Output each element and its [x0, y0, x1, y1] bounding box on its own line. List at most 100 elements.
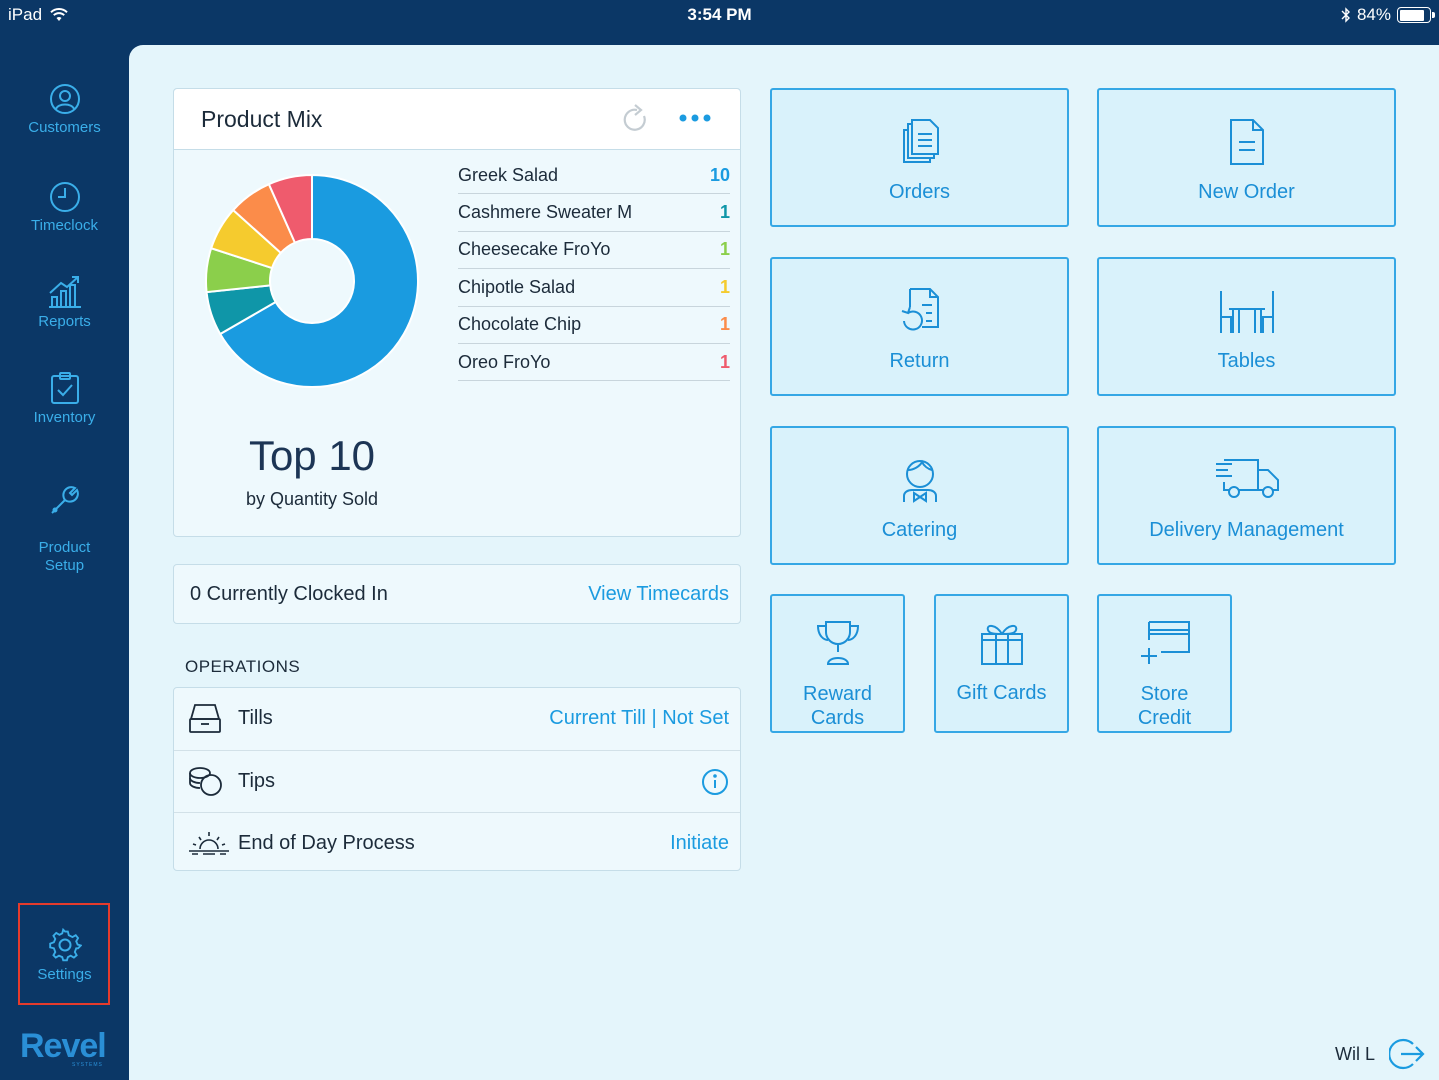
- refresh-icon[interactable]: [621, 104, 649, 134]
- product-mix-title: Product Mix: [201, 106, 323, 132]
- device-label: iPad: [8, 5, 43, 24]
- wrench-icon: [50, 486, 79, 514]
- product-mix-donut-chart: [205, 173, 419, 388]
- new-order-tile[interactable]: New Order: [1097, 88, 1396, 227]
- return-label: Return: [889, 350, 950, 372]
- logout-icon[interactable]: [1389, 1036, 1425, 1072]
- sidebar-item-timeclock[interactable]: Timeclock: [0, 181, 129, 235]
- battery-icon: [1397, 7, 1435, 23]
- return-tile[interactable]: Return: [770, 257, 1069, 396]
- new-order-icon: [1229, 119, 1264, 165]
- reward-cards-tile[interactable]: Reward Cards: [770, 594, 905, 733]
- ops-eod-label: End of Day Process: [238, 832, 415, 854]
- status-time: 3:54 PM: [687, 5, 752, 24]
- item-qty: 1: [719, 202, 730, 223]
- catering-label: Catering: [881, 519, 958, 541]
- bluetooth-icon: [1341, 7, 1350, 23]
- orders-tile[interactable]: Orders: [770, 88, 1069, 227]
- ops-row-tips[interactable]: Tips: [174, 750, 740, 812]
- current-till-link[interactable]: Current Till | Not Set: [549, 707, 729, 729]
- top10-headline: Top 10: [248, 432, 376, 479]
- item-qty: 1: [719, 351, 730, 372]
- sidebar-item-product-setup[interactable]: Product Setup: [0, 465, 129, 575]
- ops-tips-label: Tips: [238, 770, 276, 792]
- tables-label: Tables: [1217, 350, 1276, 372]
- operations-card: Tills Current Till | Not Set Tips: [173, 687, 741, 871]
- gift-icon: [980, 624, 1023, 665]
- list-item[interactable]: Greek Salad 10: [458, 157, 730, 195]
- list-item[interactable]: Chipotle Salad 1: [458, 269, 730, 307]
- item-name: Oreo FroYo: [458, 351, 551, 372]
- store-credit-tile[interactable]: Store Credit: [1097, 594, 1232, 733]
- sidebar-item-label: Product Setup: [38, 539, 91, 574]
- item-name: Cashmere Sweater M: [458, 202, 633, 223]
- sidebar-item-label: Settings: [37, 966, 92, 983]
- ops-row-tills[interactable]: Tills Current Till | Not Set: [174, 688, 740, 750]
- sunset-icon: [189, 832, 229, 855]
- list-item[interactable]: Chocolate Chip 1: [458, 307, 730, 344]
- ops-tills-label: Tills: [238, 707, 273, 729]
- reward-cards-label-line1: Reward: [803, 683, 872, 705]
- new-order-label: New Order: [1198, 181, 1295, 203]
- ops-row-end-of-day[interactable]: End of Day Process Initiate: [174, 812, 740, 874]
- return-icon: [901, 288, 939, 331]
- battery-fill: [1399, 9, 1424, 21]
- trophy-icon: [816, 621, 859, 665]
- main-panel: Product Mix Top 10 by Quantity Sold Gree…: [129, 45, 1439, 1080]
- sidebar-item-label: Reports: [38, 313, 91, 330]
- catering-tile[interactable]: Catering: [770, 426, 1069, 565]
- item-qty: 10: [709, 164, 730, 185]
- operations-title: OPERATIONS: [185, 657, 301, 676]
- orders-label: Orders: [888, 181, 951, 203]
- reward-cards-label-line2: Cards: [810, 707, 865, 729]
- bar-chart-icon: [48, 276, 81, 308]
- sidebar-item-label: Inventory: [33, 409, 96, 426]
- list-item[interactable]: Cheesecake FroYo 1: [458, 232, 730, 270]
- item-name: Chipotle Salad: [458, 276, 576, 297]
- orders-icon: [902, 119, 939, 163]
- reward-cards-label: Reward Cards: [772, 682, 903, 730]
- user-circle-icon: [49, 84, 80, 114]
- sidebar-item-label: Timeclock: [31, 217, 98, 234]
- initiate-link[interactable]: Initiate: [670, 832, 729, 854]
- list-item[interactable]: Oreo FroYo 1: [458, 344, 730, 382]
- donut-slice-5: [267, 173, 313, 244]
- revel-logo: Revel: [20, 1027, 107, 1065]
- wifi-icon: [50, 8, 68, 21]
- gift-cards-tile[interactable]: Gift Cards: [934, 594, 1069, 733]
- donut-slice-0: [218, 173, 419, 388]
- status-bar: iPad 3:54 PM 84%: [0, 0, 1439, 30]
- product-mix-header: Product Mix: [174, 89, 740, 150]
- sidebar-item-reports[interactable]: Reports: [0, 275, 129, 331]
- product-mix-list: Greek Salad 10 Cashmere Sweater M 1 Chee…: [458, 157, 730, 382]
- catering-icon: [902, 459, 937, 503]
- user-name: Wil L: [1335, 1043, 1375, 1064]
- item-qty: 1: [719, 239, 730, 260]
- store-credit-label: Store Credit: [1099, 682, 1230, 730]
- view-timecards-link[interactable]: View Timecards: [588, 583, 729, 605]
- item-name: Cheesecake FroYo: [458, 239, 611, 260]
- list-item[interactable]: Cashmere Sweater M 1: [458, 194, 730, 232]
- store-credit-icon: [1140, 621, 1190, 664]
- till-drawer-icon: [189, 704, 221, 733]
- battery-percent: 84%: [1356, 5, 1391, 24]
- tables-icon: [1219, 291, 1274, 333]
- item-name: Chocolate Chip: [458, 314, 582, 335]
- sidebar-item-inventory[interactable]: Inventory: [0, 371, 129, 427]
- store-credit-label-line2: Credit: [1137, 707, 1192, 729]
- delivery-management-tile[interactable]: Delivery Management: [1097, 426, 1396, 565]
- gear-icon: [48, 928, 82, 962]
- tables-tile[interactable]: Tables: [1097, 257, 1396, 396]
- top10-subheadline: by Quantity Sold: [245, 489, 379, 509]
- settings-highlight: [18, 903, 110, 1005]
- delivery-management-label: Delivery Management: [1149, 519, 1344, 541]
- sidebar-item-settings[interactable]: Settings: [0, 928, 129, 984]
- info-icon[interactable]: [701, 768, 729, 796]
- clocked-in-label: 0 Currently Clocked In: [190, 583, 388, 605]
- sidebar: Customers Timeclock Reports Inventory: [0, 45, 129, 1080]
- clipboard-check-icon: [50, 372, 79, 404]
- item-qty: 1: [719, 276, 730, 297]
- sidebar-item-customers[interactable]: Customers: [0, 83, 129, 137]
- item-name: Greek Salad: [458, 164, 559, 185]
- more-options-icon[interactable]: [678, 106, 712, 130]
